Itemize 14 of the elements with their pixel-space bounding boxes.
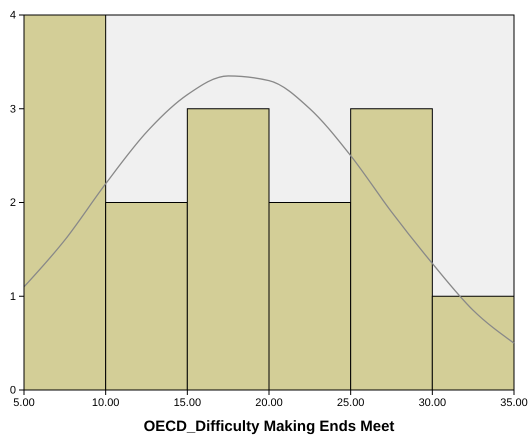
y-tick-label: 0 (10, 384, 16, 397)
line-series (23, 75, 515, 344)
y-tick-label: 2 (10, 197, 16, 210)
x-tick-label: 15.00 (174, 396, 202, 409)
x-tick-label: 30.00 (418, 396, 446, 409)
x-axis-title: OECD_Difficulty Making Ends Meet (144, 418, 394, 435)
x-tick-label: 35.00 (500, 396, 528, 409)
x-tick-label: 5.00 (13, 396, 35, 409)
x-tick-label: 20.00 (255, 396, 283, 409)
x-tick-label: 25.00 (336, 396, 364, 409)
x-tick-label: 10.00 (92, 396, 120, 409)
y-tick-label: 3 (10, 103, 16, 116)
y-tick-label: 1 (10, 290, 16, 303)
y-tick-label: 4 (10, 10, 16, 22)
